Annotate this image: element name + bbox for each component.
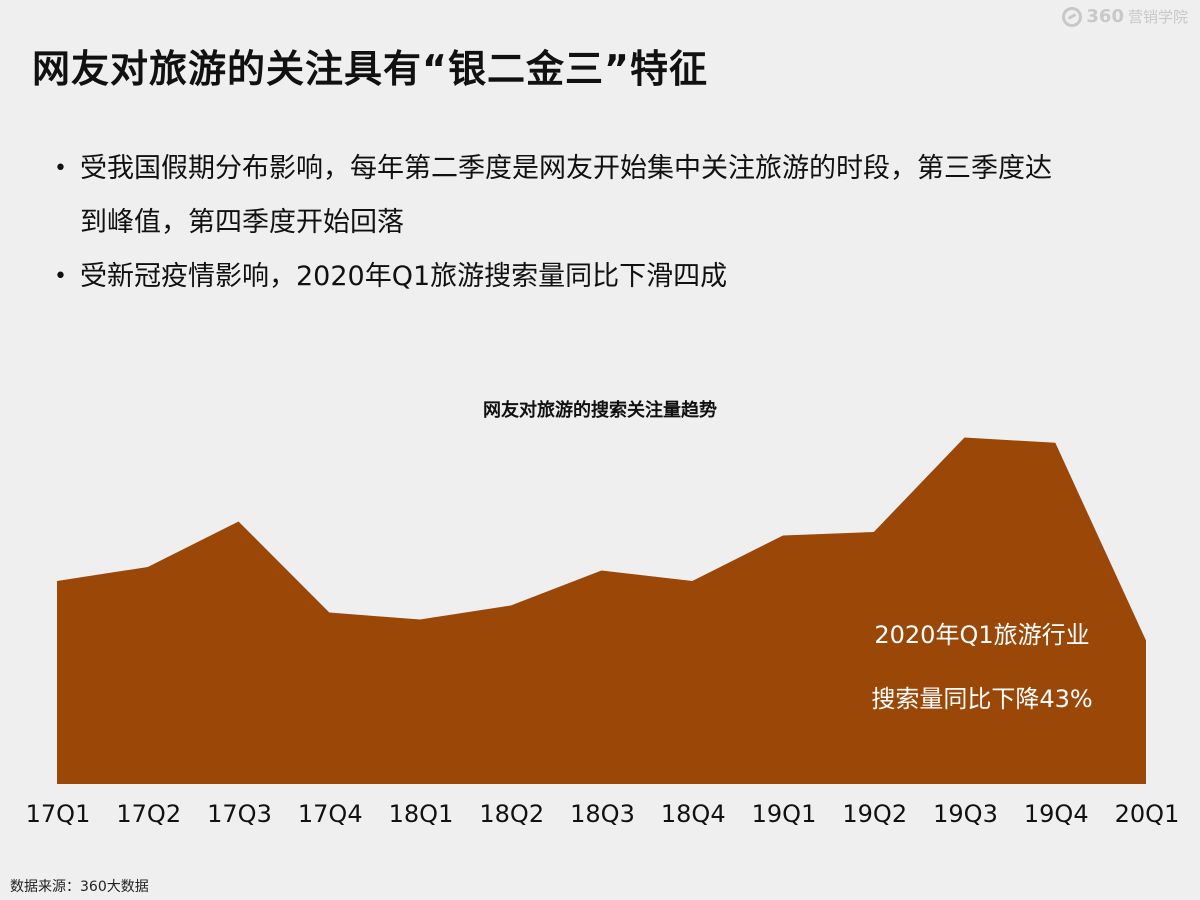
x-tick-label: 20Q1	[1115, 800, 1180, 828]
bullet-item: 受新冠疫情影响，2020年Q1旅游搜索量同比下滑四成	[50, 250, 1070, 304]
x-tick-label: 17Q3	[207, 800, 272, 828]
x-tick-label: 17Q1	[26, 800, 91, 828]
logo-icon	[1062, 6, 1083, 27]
chart-annotation: 搜索量同比下降43%	[871, 685, 1092, 713]
brand-logo: 360 营销学院	[1062, 6, 1188, 27]
x-tick-label: 19Q4	[1024, 800, 1089, 828]
x-tick-label: 19Q2	[842, 800, 907, 828]
x-tick-label: 17Q4	[298, 800, 363, 828]
logo-subtext: 营销学院	[1127, 8, 1188, 26]
bullet-item: 受我国假期分布影响，每年第二季度是网友开始集中关注旅游的时段，第三季度达到峰值，…	[50, 142, 1070, 250]
series-area	[57, 437, 1146, 784]
logo-text: 360	[1086, 6, 1124, 27]
x-tick-label: 18Q3	[570, 800, 635, 828]
x-tick-label: 18Q2	[479, 800, 544, 828]
x-tick-label: 18Q4	[661, 800, 726, 828]
x-tick-label: 19Q3	[933, 800, 998, 828]
page-title: 网友对旅游的关注具有“银二金三”特征	[32, 47, 708, 91]
chart-annotation: 2020年Q1旅游行业	[874, 621, 1089, 649]
chart-title: 网友对旅游的搜索关注量趋势	[483, 400, 717, 421]
x-tick-label: 17Q2	[116, 800, 181, 828]
x-tick-label: 18Q1	[389, 800, 454, 828]
bullet-list: 受我国假期分布影响，每年第二季度是网友开始集中关注旅游的时段，第三季度达到峰值，…	[50, 142, 1070, 304]
data-source: 数据来源：360大数据	[10, 879, 149, 895]
x-tick-label: 19Q1	[752, 800, 817, 828]
